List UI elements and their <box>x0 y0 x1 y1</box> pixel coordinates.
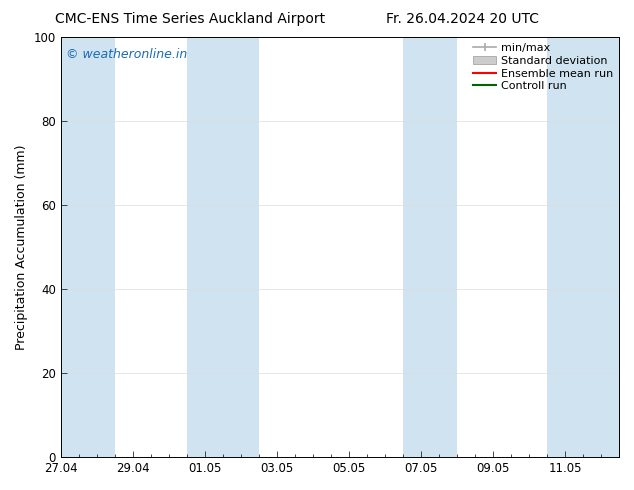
Text: CMC-ENS Time Series Auckland Airport: CMC-ENS Time Series Auckland Airport <box>55 12 325 26</box>
Title: CMC-ENS Time Series Auckland Airport      Fr. 26.04.2024 20 UTC: CMC-ENS Time Series Auckland Airport Fr.… <box>0 489 1 490</box>
Text: Fr. 26.04.2024 20 UTC: Fr. 26.04.2024 20 UTC <box>386 12 540 26</box>
Legend: min/max, Standard deviation, Ensemble mean run, Controll run: min/max, Standard deviation, Ensemble me… <box>471 41 616 94</box>
Y-axis label: Precipitation Accumulation (mm): Precipitation Accumulation (mm) <box>15 145 28 350</box>
Text: © weatheronline.in: © weatheronline.in <box>66 48 188 61</box>
Bar <box>547 37 619 457</box>
Bar <box>403 37 457 457</box>
Bar <box>61 37 115 457</box>
Bar <box>187 37 259 457</box>
